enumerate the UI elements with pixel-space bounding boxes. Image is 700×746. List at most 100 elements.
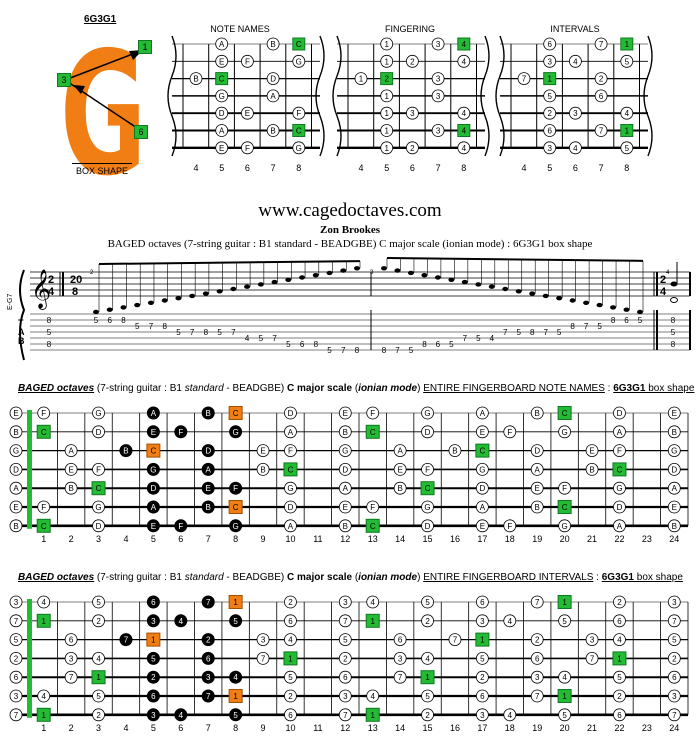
note-label: 2	[410, 57, 415, 66]
note-label: 6	[547, 40, 552, 49]
note-circle	[530, 481, 544, 495]
root-marker	[215, 72, 229, 86]
box-note	[146, 595, 160, 609]
root-marker	[475, 443, 490, 458]
fret-number: 7	[436, 163, 441, 173]
note-circle	[37, 500, 51, 514]
root-marker	[283, 462, 298, 477]
box-note	[119, 633, 133, 647]
fret-number: 8	[296, 163, 301, 173]
fret-number: 11	[313, 723, 322, 733]
tab-number: 8	[121, 316, 126, 325]
tab-number: 7	[463, 334, 468, 343]
tab-number: 5	[557, 328, 562, 337]
open-string-label: 5	[14, 636, 19, 645]
note-circle	[380, 89, 394, 103]
scale-note	[189, 293, 196, 299]
note-circle	[620, 141, 634, 155]
note-label: 2	[410, 144, 415, 153]
note-label: 4	[625, 109, 630, 118]
note-label: 3	[535, 673, 540, 682]
note-label: 4	[233, 673, 238, 682]
fret-number: 19	[532, 723, 542, 733]
scale-note	[502, 286, 509, 292]
note-label: D	[150, 484, 156, 493]
scale-note	[542, 293, 549, 299]
note-label: 3	[672, 692, 677, 701]
note-label: D	[479, 484, 485, 493]
root-marker	[420, 481, 435, 496]
note-label: E	[151, 522, 156, 531]
note-label: 6	[535, 654, 540, 663]
note-label: A	[617, 428, 623, 437]
fret-number: 4	[123, 723, 128, 733]
box-note	[201, 481, 215, 495]
note-circle	[667, 481, 681, 495]
scale-note	[299, 275, 306, 280]
note-label: 6	[480, 598, 485, 607]
fingerboard-intervals: 3 4 5 6 7 1 2 3 4 5 6 7 1 2 37 1 2 3 4 5 6 7 1 2 3 4 5 6 75 6 7 1 2 3 4 5 6 7…	[9, 595, 689, 733]
subtitle: BAGED octaves (7-string guitar : B1 stan…	[107, 238, 593, 250]
note-label: 4	[179, 711, 184, 720]
box-note	[146, 689, 160, 703]
note-label: 1	[288, 654, 293, 663]
beam	[386, 257, 644, 262]
note-label: 7	[206, 692, 211, 701]
note-label: 5	[547, 92, 552, 101]
note-circle	[613, 595, 626, 609]
small-diagrams: A B CE F GB C DG AD E FA B CE F G4 5 6 7 81 3 41 2 41 2 31 31 3 41…	[167, 35, 653, 173]
note-label: 1	[384, 92, 389, 101]
note-label: G	[671, 447, 677, 456]
note-circle	[338, 519, 352, 533]
note-label: 1	[370, 711, 375, 720]
open-string-label: 2	[14, 654, 19, 663]
scale-note	[161, 298, 168, 303]
note-label: 7	[206, 598, 211, 607]
note-circle	[266, 124, 280, 137]
note-label: E	[343, 409, 348, 418]
fret-number: 20	[560, 723, 570, 733]
tab-number: 6	[108, 316, 113, 325]
note-circle	[613, 708, 626, 722]
note-label: 4	[425, 654, 430, 663]
box-note	[201, 651, 215, 665]
note-label: 2	[96, 617, 101, 626]
note-circle	[530, 463, 544, 476]
box-note	[201, 500, 215, 514]
note-circle	[667, 500, 681, 514]
note-label: A	[219, 127, 225, 136]
note-circle	[366, 500, 380, 514]
note-circle	[64, 633, 78, 646]
fret-number: 15	[423, 534, 433, 544]
box-note	[201, 670, 215, 684]
note-label: G	[95, 503, 101, 512]
note-label: E	[480, 428, 485, 437]
note-circle	[448, 633, 462, 646]
note-label: 2	[288, 692, 293, 701]
note-label: C	[425, 484, 431, 493]
fret-number: 1	[41, 723, 46, 733]
fret-number: 6	[573, 163, 578, 173]
note-label: 6	[151, 598, 156, 607]
box-shape-label: BOX SHAPE	[72, 163, 132, 176]
root-marker	[36, 518, 51, 533]
note-label: E	[343, 503, 348, 512]
box-note	[229, 670, 243, 684]
root-marker	[457, 37, 471, 51]
root-marker	[557, 595, 572, 609]
tab-number: 7	[543, 328, 548, 337]
box-note	[201, 462, 215, 476]
note-label: 2	[288, 598, 293, 607]
note-circle	[393, 463, 407, 476]
note-circle	[475, 652, 489, 665]
note-circle	[215, 54, 229, 68]
note-circle	[530, 406, 544, 420]
note-circle	[613, 670, 626, 684]
note-circle	[530, 444, 544, 457]
note-circle	[594, 37, 608, 51]
author: Zon Brookes	[319, 224, 380, 236]
note-label: 4	[41, 692, 46, 701]
open-string-label: 7	[14, 711, 19, 720]
fret-number: 11	[313, 534, 322, 544]
note-label: F	[41, 409, 46, 418]
